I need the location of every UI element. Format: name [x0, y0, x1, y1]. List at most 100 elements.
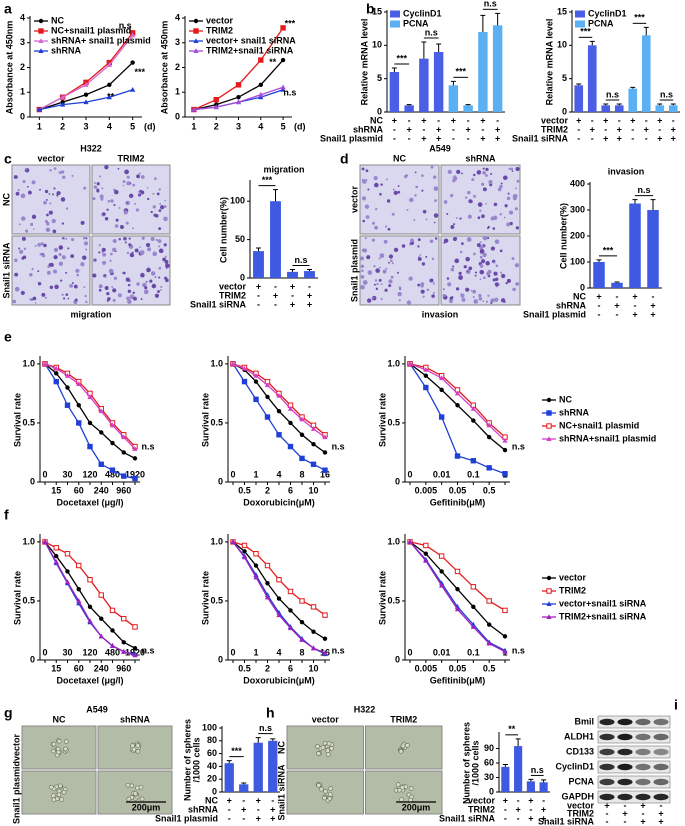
error-bar [436, 43, 442, 52]
bar [448, 85, 459, 112]
stained-cell [479, 264, 484, 268]
stained-cell [422, 209, 427, 214]
data-point [423, 373, 429, 378]
data-point [241, 378, 248, 385]
error-bar [495, 12, 501, 26]
stained-cell [374, 225, 379, 230]
sphere-cell [316, 783, 321, 788]
condition-sign: + [671, 133, 676, 143]
stained-cell [111, 286, 114, 289]
sphere-cell [51, 793, 56, 798]
data-point [455, 403, 460, 408]
y-tick-label: 1.0 [387, 358, 400, 368]
bar [514, 746, 523, 792]
stained-cell [150, 210, 153, 214]
legend-marker [546, 423, 552, 429]
stained-cell [466, 270, 469, 273]
condition-sign: + [596, 291, 601, 301]
stained-cell [473, 299, 479, 304]
stained-cell [140, 272, 145, 278]
data-point [310, 645, 317, 651]
condition-sign: + [622, 808, 627, 818]
stained-cell [371, 238, 375, 242]
sphere-cell [399, 785, 405, 790]
data-point [60, 101, 66, 107]
stained-cell [123, 237, 127, 241]
stained-cell [101, 187, 104, 190]
x-tick-label: 0.1 [467, 469, 480, 479]
row-label: Snail1 siRNA [1, 242, 11, 299]
stained-cell [83, 186, 87, 190]
annotation: ** [508, 724, 516, 734]
stained-cell [490, 301, 493, 305]
stained-cell [365, 215, 370, 219]
data-point [423, 551, 429, 556]
data-point [258, 94, 264, 100]
stained-cell [164, 199, 166, 202]
blot-band [635, 778, 651, 786]
sphere-cell [326, 741, 332, 747]
stained-cell [510, 167, 514, 171]
stained-cell [125, 200, 131, 206]
stained-cell [476, 170, 482, 175]
y-axis-label: Survival rate [12, 393, 22, 447]
stained-cell [421, 174, 424, 177]
annotation: *** [135, 67, 146, 77]
stained-cell [34, 302, 37, 304]
stained-cell [455, 217, 458, 220]
condition-sign: + [495, 124, 500, 134]
stained-cell [485, 261, 490, 266]
stained-cell [113, 204, 116, 207]
stained-cell [360, 284, 365, 290]
stained-cell [48, 210, 53, 215]
stained-cell [162, 257, 167, 262]
condition-sign: - [481, 124, 484, 134]
stained-cell [46, 213, 49, 217]
stained-cell [380, 297, 383, 301]
stained-cell [96, 188, 100, 192]
error-bar [241, 782, 247, 785]
y-tick-label: 0 [240, 272, 245, 282]
data-point [299, 432, 305, 437]
stained-cell [152, 192, 155, 195]
stained-cell [450, 193, 454, 198]
condition-sign: + [495, 133, 500, 143]
stained-cell [482, 167, 485, 170]
data-point [287, 443, 294, 450]
stained-cell [468, 199, 473, 204]
annotation: n.s [141, 646, 154, 656]
stained-cell [99, 194, 104, 199]
cell-line: A549 [86, 704, 108, 714]
condition-sign: - [393, 133, 396, 143]
condition-label: Snail1 plasmid [320, 133, 383, 143]
x-axis-label: (d) [294, 121, 306, 131]
stained-cell [160, 205, 165, 210]
stained-cell [375, 287, 379, 291]
condition-label: Snail1 siRNA [439, 813, 496, 823]
bar [668, 105, 678, 112]
condition-sign: - [422, 124, 425, 134]
condition-label: NC [370, 115, 383, 125]
condition-sign: - [504, 813, 507, 823]
data-point [76, 586, 81, 592]
condition-sign: - [604, 124, 607, 134]
stained-cell [414, 171, 417, 174]
data-point [98, 592, 104, 598]
sphere-cell [322, 740, 328, 746]
stained-cell [150, 271, 156, 276]
stained-cell [385, 267, 388, 270]
stained-cell [393, 247, 399, 253]
stained-cell [98, 244, 101, 247]
stained-cell [431, 257, 435, 261]
data-point [264, 594, 271, 600]
bar [253, 742, 263, 792]
stained-cell [463, 265, 467, 269]
data-point [132, 475, 138, 482]
y-axis-label: Survival rate [377, 393, 387, 447]
stained-cell [360, 275, 365, 279]
data-point [407, 361, 413, 366]
stained-cell [371, 221, 375, 225]
x-tick-label: 0 [42, 647, 47, 657]
condition-sign: + [640, 816, 645, 826]
data-point [132, 456, 138, 461]
